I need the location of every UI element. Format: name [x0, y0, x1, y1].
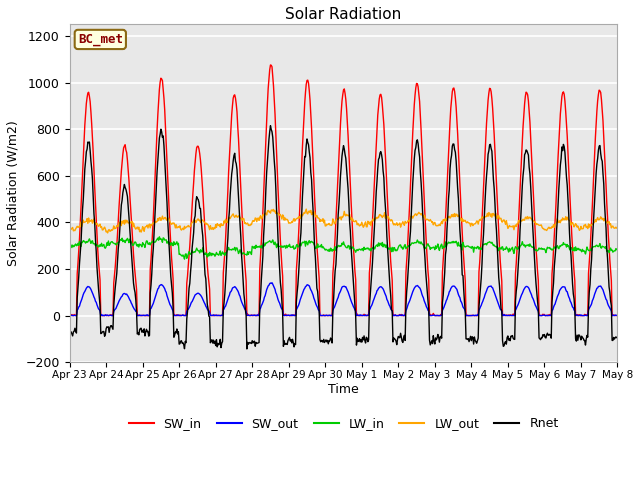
Legend: SW_in, SW_out, LW_in, LW_out, Rnet: SW_in, SW_out, LW_in, LW_out, Rnet: [124, 412, 563, 435]
Text: BC_met: BC_met: [78, 33, 123, 46]
Y-axis label: Solar Radiation (W/m2): Solar Radiation (W/m2): [7, 120, 20, 266]
X-axis label: Time: Time: [328, 383, 359, 396]
Title: Solar Radiation: Solar Radiation: [285, 7, 402, 22]
